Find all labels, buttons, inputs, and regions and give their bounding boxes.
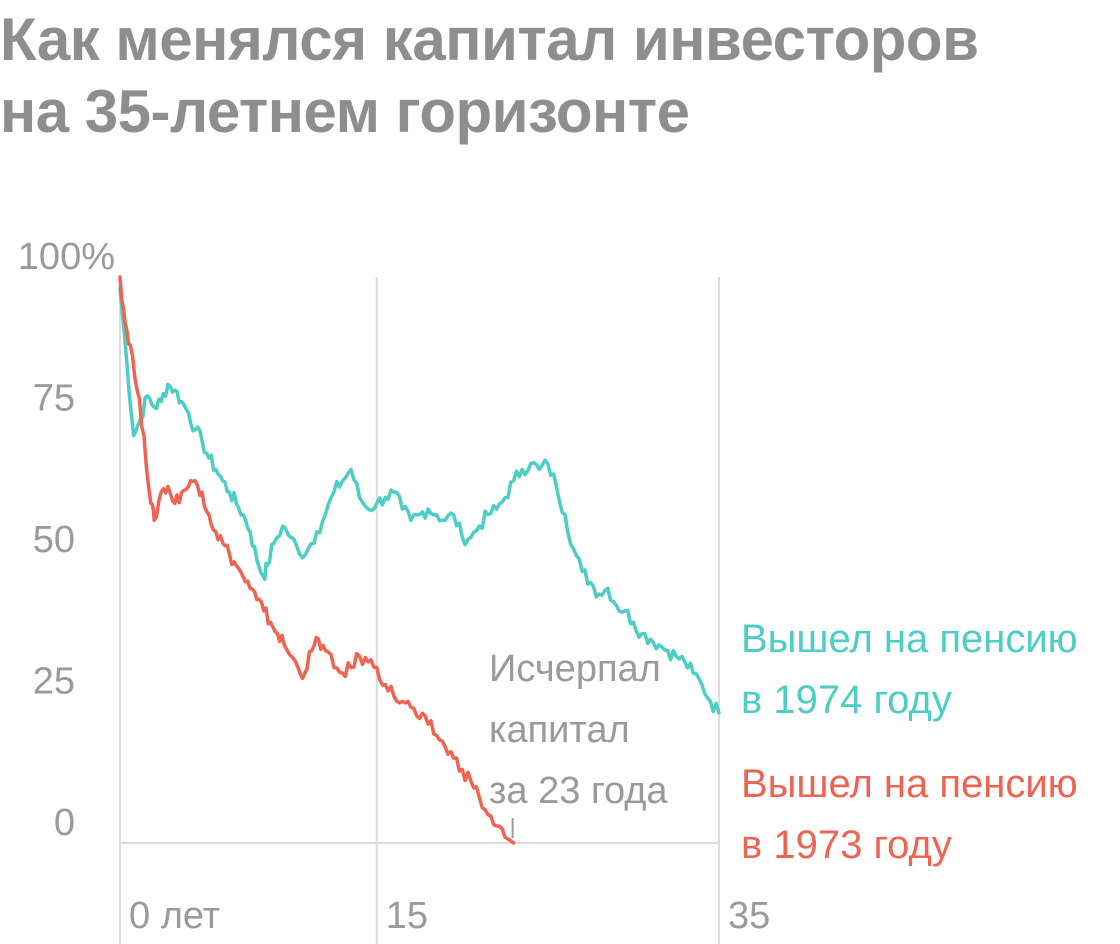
annotation-line-2: за 23 года [489,770,668,812]
series-labels: Вышел на пенсию в 1974 году Вышел на пенси… [741,617,1078,867]
series-label-1-line-1: в 1973 году [741,823,952,867]
y-tick-label-4: 0 [54,802,75,844]
gridlines [119,277,720,944]
x-tick-label-2: 35 [728,895,770,937]
series-lines [118,275,721,845]
series-line-1 [118,275,516,845]
series-label-1-line-0: Вышел на пенсию [741,762,1078,806]
annotation: Исчерпал капитал за 23 года [489,648,668,838]
chart-title: Как менялся капитал инвесторов на 35-лет… [0,4,979,148]
series-line-0 [118,286,721,715]
x-axis-ticks: 0 лет 15 35 [129,895,770,937]
chart-title-line-2: на 35-летнем горизонте [0,78,690,145]
series-label-0-line-1: в 1974 году [741,678,952,722]
y-tick-label-2: 50 [33,519,75,561]
y-tick-label-0: 100% [18,236,115,278]
y-tick-label-1: 75 [33,378,75,420]
x-tick-label-0: 0 лет [129,895,220,937]
annotation-line-1: капитал [489,709,630,751]
series-label-0-line-0: Вышел на пенсию [741,617,1078,661]
chart-title-line-1: Как менялся капитал инвесторов [0,6,979,73]
y-axis-ticks: 100% 75 50 25 0 [18,236,115,844]
annotation-line-0: Исчерпал [489,648,661,690]
x-tick-label-1: 15 [386,895,428,937]
y-tick-label-3: 25 [33,661,75,703]
